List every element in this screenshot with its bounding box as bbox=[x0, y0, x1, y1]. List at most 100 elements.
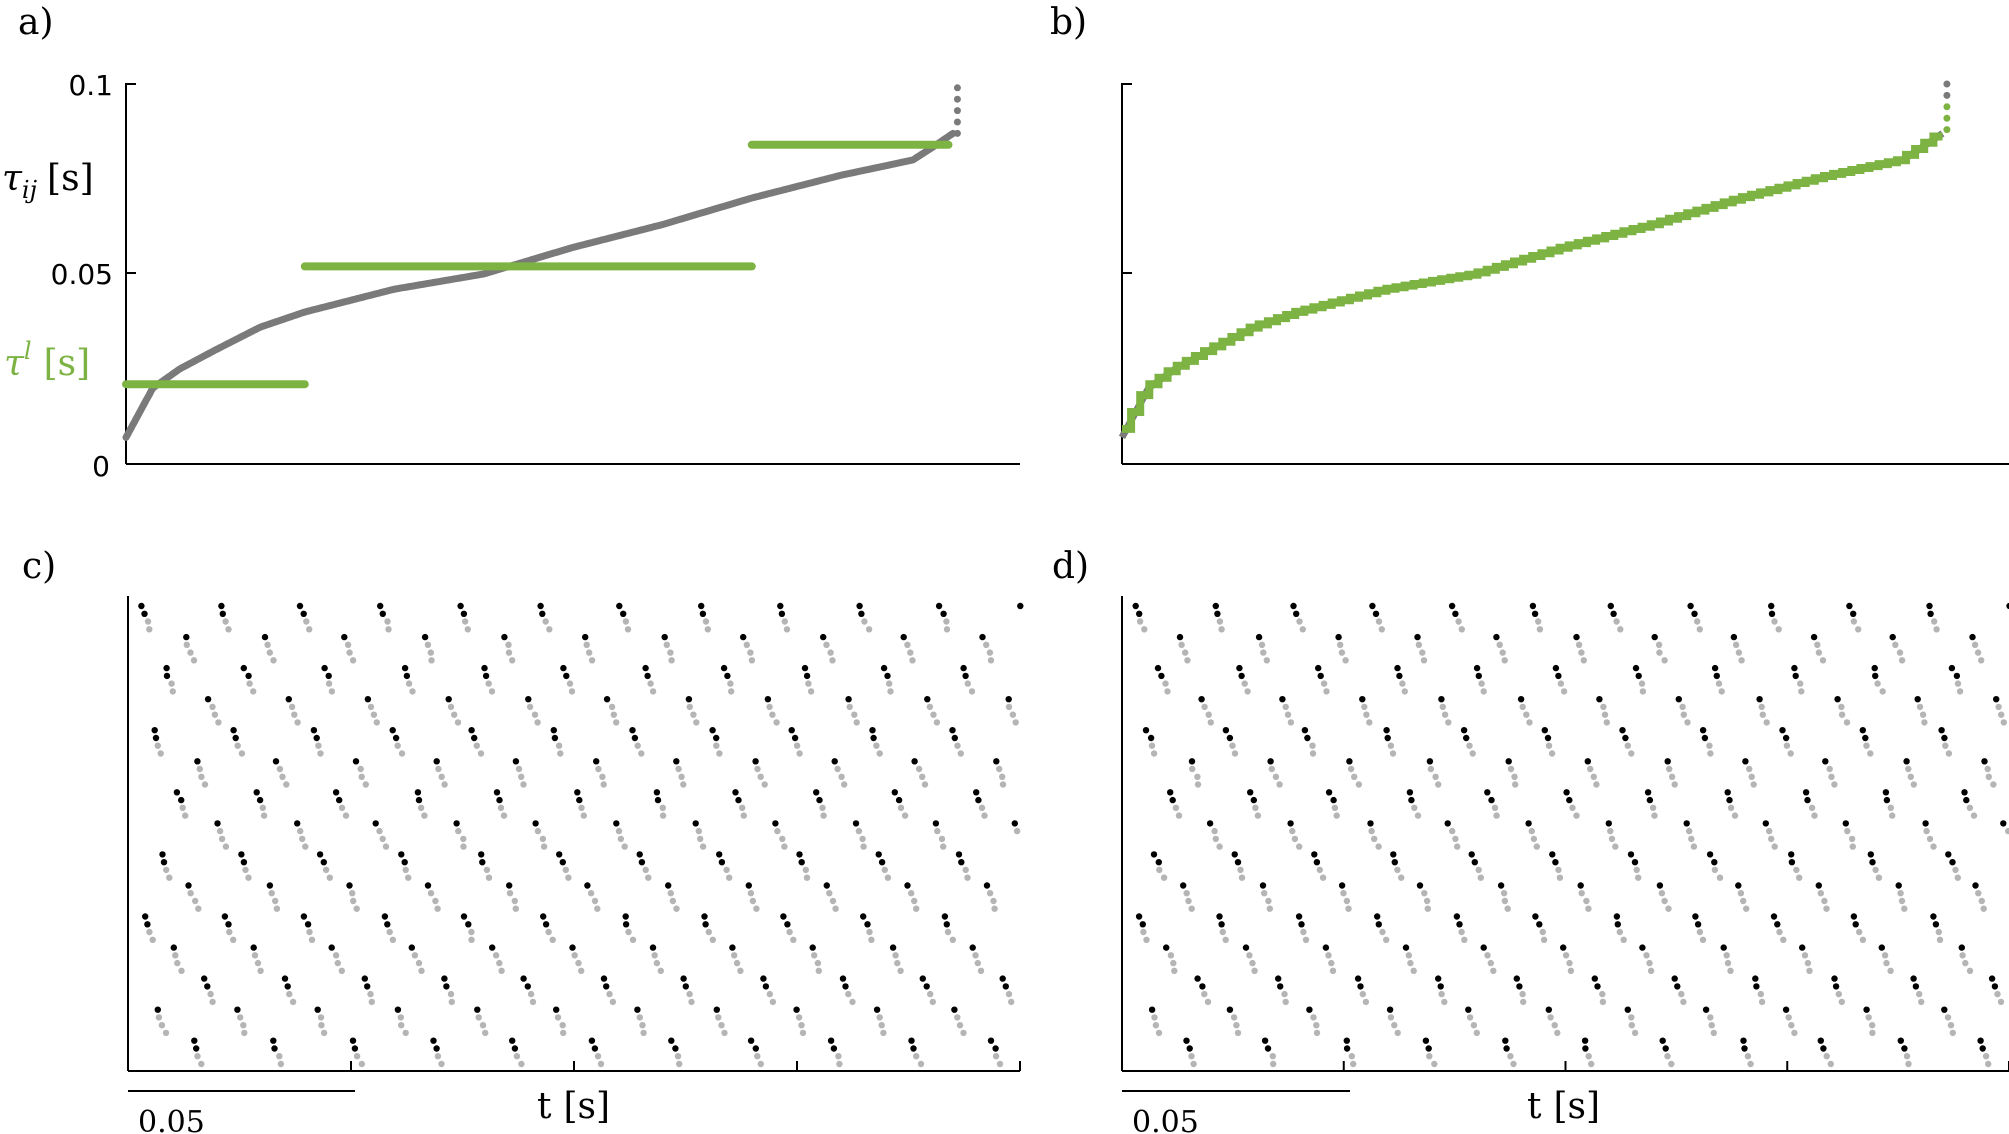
spike bbox=[1338, 882, 1346, 889]
spike bbox=[272, 897, 279, 905]
spike bbox=[870, 734, 877, 742]
spike bbox=[659, 812, 667, 819]
spike bbox=[1237, 866, 1244, 874]
spike bbox=[1926, 602, 1933, 610]
spike bbox=[230, 936, 237, 943]
spike bbox=[1918, 998, 1925, 1006]
spike bbox=[1617, 626, 1624, 633]
spike bbox=[1975, 890, 1982, 897]
spike bbox=[1555, 866, 1562, 874]
spike bbox=[430, 1037, 437, 1044]
spike bbox=[397, 1014, 404, 1021]
spike bbox=[1229, 742, 1236, 749]
spike bbox=[1488, 796, 1495, 804]
spike bbox=[1791, 664, 1798, 672]
spike bbox=[803, 874, 811, 881]
spike bbox=[479, 1021, 487, 1029]
spike bbox=[622, 913, 629, 920]
spike bbox=[1735, 882, 1742, 889]
spike bbox=[1244, 688, 1251, 695]
spike bbox=[594, 905, 601, 912]
spike bbox=[1661, 657, 1668, 664]
spike bbox=[326, 874, 333, 881]
spike bbox=[1291, 835, 1299, 843]
spike bbox=[1386, 1006, 1394, 1013]
spike bbox=[807, 688, 815, 695]
spike bbox=[1954, 874, 1962, 881]
spike bbox=[344, 641, 352, 648]
spike bbox=[1821, 897, 1828, 905]
spike bbox=[1887, 804, 1895, 811]
spike bbox=[1330, 796, 1337, 804]
spike bbox=[740, 633, 747, 641]
spike bbox=[1420, 657, 1428, 664]
spike bbox=[842, 983, 849, 990]
spike bbox=[1750, 781, 1757, 788]
spike bbox=[415, 959, 423, 967]
spike bbox=[1628, 1014, 1635, 1021]
spike bbox=[505, 649, 513, 656]
spike bbox=[713, 742, 720, 749]
spike bbox=[1005, 990, 1013, 998]
spike bbox=[603, 696, 611, 703]
spike bbox=[372, 820, 379, 827]
spike bbox=[392, 734, 400, 742]
spike bbox=[1756, 696, 1763, 703]
spike bbox=[1850, 618, 1858, 625]
spike bbox=[405, 874, 412, 881]
spike bbox=[786, 928, 793, 936]
spike bbox=[334, 959, 341, 967]
spike bbox=[979, 633, 986, 641]
spike bbox=[306, 928, 313, 936]
spike bbox=[1994, 990, 2001, 998]
spike bbox=[481, 664, 488, 672]
spike bbox=[1017, 602, 1024, 610]
spike bbox=[575, 959, 582, 967]
spike bbox=[860, 913, 867, 920]
spike bbox=[659, 804, 666, 811]
spike bbox=[849, 998, 856, 1006]
spike bbox=[1222, 936, 1229, 943]
spike bbox=[584, 882, 591, 889]
spike bbox=[673, 758, 680, 765]
spike bbox=[999, 773, 1006, 780]
spike bbox=[168, 680, 175, 687]
spike bbox=[757, 773, 764, 780]
spike bbox=[149, 936, 156, 943]
spike bbox=[962, 672, 969, 680]
axes-d: 0.05 t [s] bbox=[1121, 596, 2009, 1134]
spike bbox=[1775, 626, 1782, 633]
spike bbox=[1970, 812, 1978, 819]
spike bbox=[856, 602, 863, 610]
spike bbox=[1425, 1045, 1432, 1052]
spike bbox=[1820, 1045, 1827, 1052]
spike bbox=[1635, 672, 1642, 680]
spike bbox=[831, 758, 838, 765]
spike bbox=[1150, 750, 1158, 757]
spike bbox=[1588, 1060, 1595, 1068]
spike bbox=[1452, 835, 1459, 843]
spike bbox=[539, 610, 546, 617]
spike bbox=[1977, 1037, 1984, 1044]
spike bbox=[1738, 657, 1745, 664]
spike bbox=[1255, 633, 1263, 641]
spike bbox=[634, 1006, 641, 1013]
spike bbox=[526, 703, 534, 711]
spike bbox=[1427, 765, 1435, 773]
spike bbox=[557, 750, 564, 757]
spike bbox=[1817, 890, 1825, 897]
spike bbox=[1426, 758, 1434, 765]
spike bbox=[379, 610, 386, 617]
spike bbox=[721, 1029, 728, 1037]
spike bbox=[427, 649, 434, 656]
spike bbox=[1638, 680, 1646, 687]
spike bbox=[1684, 719, 1691, 726]
spike bbox=[1724, 789, 1731, 796]
spike bbox=[983, 641, 990, 648]
spike bbox=[603, 983, 610, 990]
spike bbox=[342, 812, 350, 819]
spike bbox=[772, 820, 779, 827]
spike bbox=[1345, 905, 1352, 912]
spike bbox=[1710, 1029, 1718, 1037]
spike bbox=[1945, 750, 1953, 757]
